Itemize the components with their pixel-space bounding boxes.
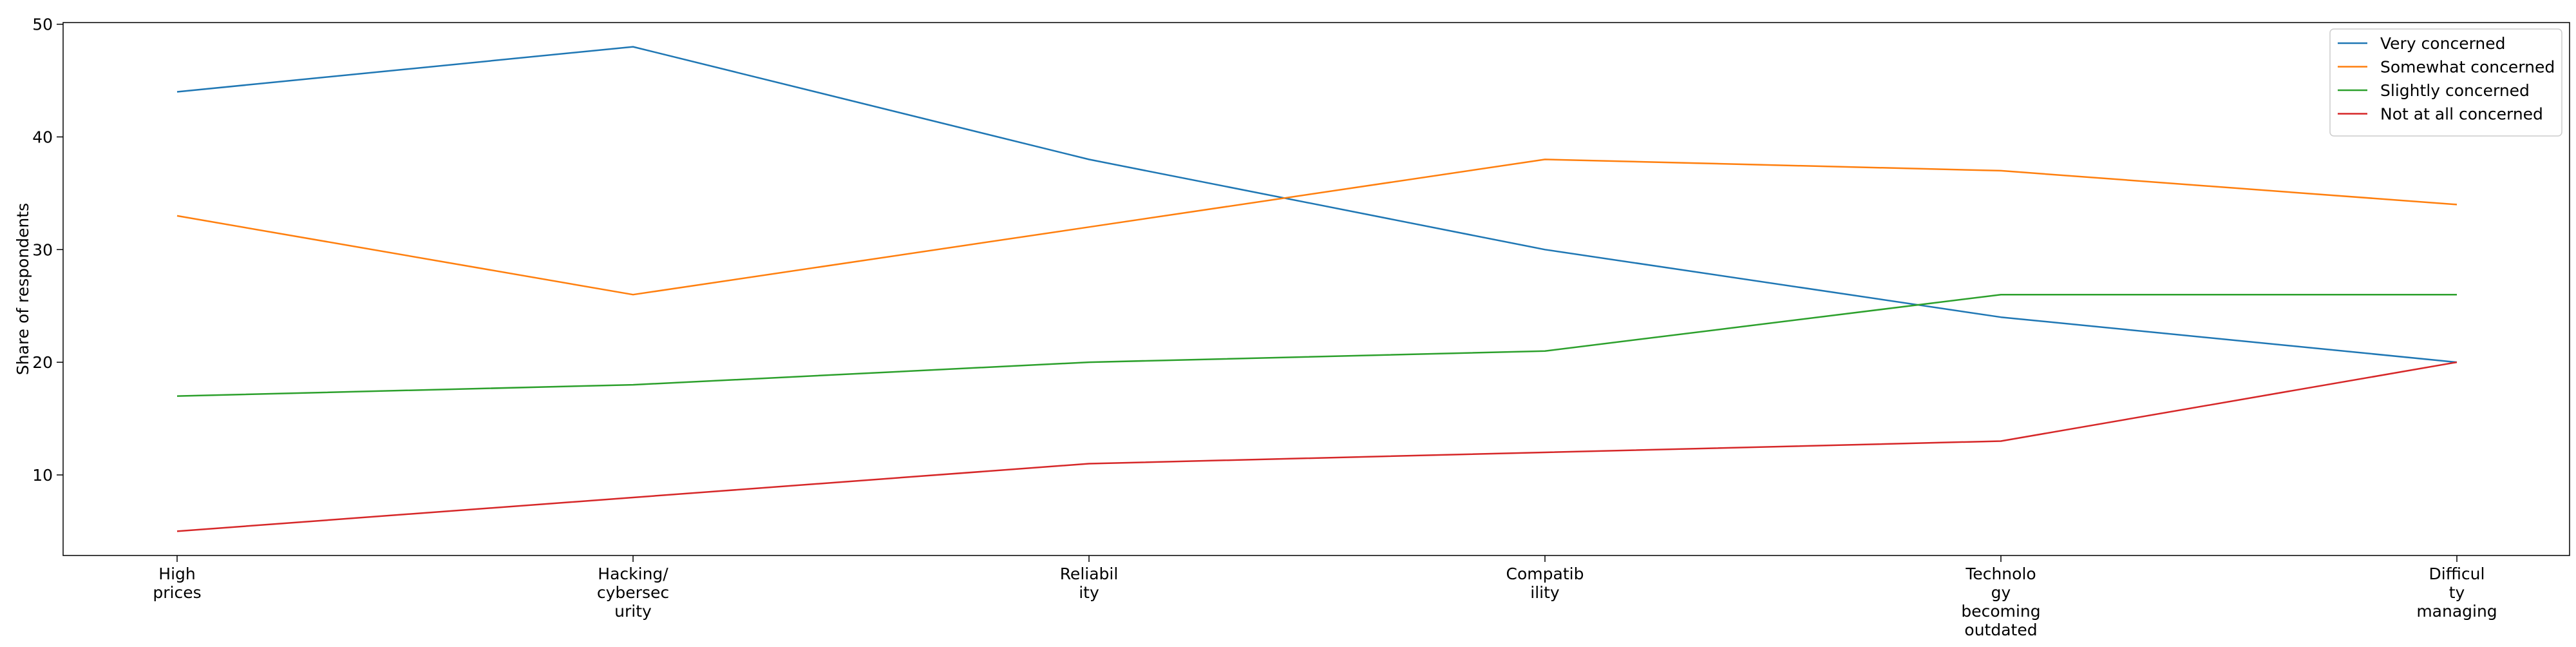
x-tick-label: becoming (1961, 602, 2040, 621)
legend-label: Not at all concerned (2380, 105, 2543, 124)
legend: Very concerned Somewhat concerned Slightly… (2329, 28, 2562, 137)
y-axis-ticks: 10 20 30 40 50 (32, 15, 63, 485)
y-tick-label: 10 (32, 466, 53, 485)
y-axis-title: Share of respondents (14, 203, 32, 375)
series-line-3 (176, 293, 2457, 397)
x-axis-ticks: HighpricesHacking/cybersecurityReliabili… (153, 555, 2497, 639)
x-tick-label: Reliabil (1060, 565, 1119, 583)
x-tick-label: urity (614, 602, 652, 621)
x-tick-label: ity (1079, 583, 1099, 602)
legend-label: Very concerned (2380, 34, 2506, 53)
x-tick-label: High (158, 565, 195, 583)
x-tick-label: Technolo (1965, 565, 2036, 583)
series-line-1 (176, 46, 2458, 363)
x-tick-label: gy (1991, 583, 2011, 602)
legend-box (2329, 28, 2562, 137)
x-tick-label: ility (1530, 583, 1560, 602)
x-tick-label: Compatib (1506, 565, 1584, 583)
y-tick-label: 30 (32, 240, 53, 259)
x-tick-label: cybersec (597, 583, 669, 602)
y-tick-label: 50 (32, 15, 53, 34)
plot-lines (176, 46, 2458, 532)
series-line-4 (176, 361, 2458, 532)
legend-label: Somewhat concerned (2380, 58, 2555, 77)
x-tick-label: prices (153, 583, 201, 602)
x-tick-label: managing (2416, 602, 2497, 621)
y-tick-label: 20 (32, 353, 53, 372)
legend-label: Slightly concerned (2380, 81, 2530, 100)
x-tick-label: Hacking/ (598, 565, 668, 583)
plot-frame (62, 22, 2570, 556)
series-line-2 (176, 159, 2458, 296)
x-tick-label: Difficul (2429, 565, 2485, 583)
x-tick-label: ty (2449, 583, 2465, 602)
x-tick-label: outdated (1964, 621, 2037, 639)
y-tick-label: 40 (32, 128, 53, 146)
